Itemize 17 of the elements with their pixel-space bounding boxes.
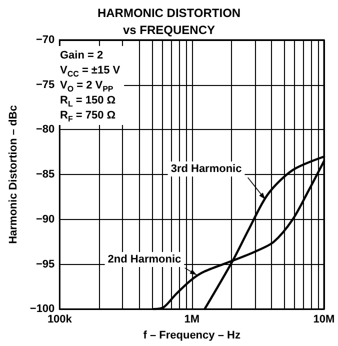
y-tick-label: −85 — [36, 168, 55, 181]
x-tick-label: 100k — [47, 314, 73, 326]
series-label: 2nd Harmonic — [108, 253, 182, 266]
y-tick-label: −100 — [30, 303, 55, 316]
chart-title: HARMONIC DISTORTION — [97, 6, 241, 20]
x-tick-label: 10M — [313, 314, 335, 326]
x-axis-title: f – Frequency – Hz — [143, 330, 241, 342]
x-tick-label: 1M — [184, 314, 200, 326]
y-axis-title: Harmonic Distortion – dBc — [8, 105, 20, 244]
y-tick-label: −95 — [36, 258, 55, 270]
y-tick-label: −80 — [36, 124, 55, 136]
y-tick-label: −90 — [36, 213, 55, 226]
chart-subtitle: vs FREQUENCY — [122, 23, 216, 37]
annotation: Gain = 2 — [60, 50, 104, 62]
y-tick-label: −75 — [36, 78, 55, 91]
y-tick-label: −70 — [36, 34, 55, 46]
text: 3rd Harmonic — [170, 163, 242, 175]
